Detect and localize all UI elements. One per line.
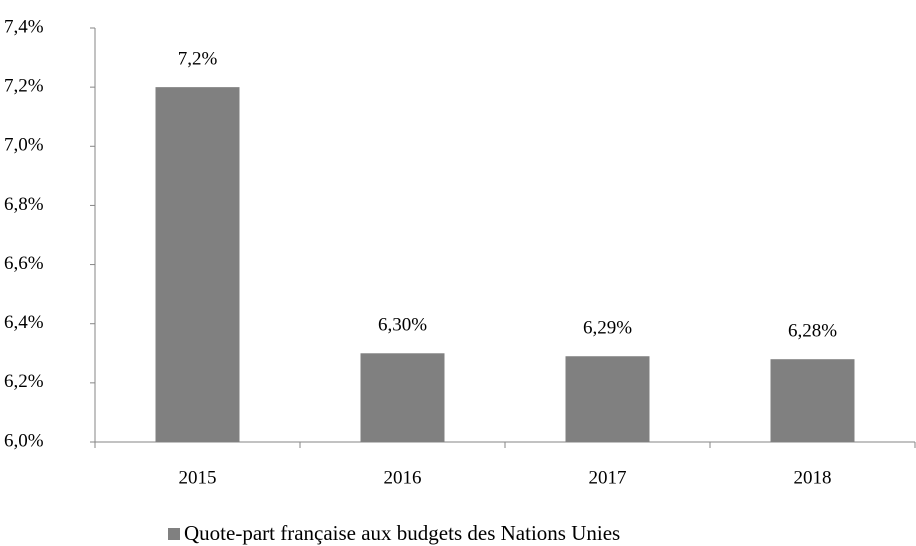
x-tick-label: 2015 xyxy=(179,467,217,488)
legend-swatch xyxy=(168,528,180,540)
data-label: 6,30% xyxy=(378,315,427,336)
data-label: 6,28% xyxy=(788,321,837,342)
y-tick-label: 7,2% xyxy=(4,76,44,97)
bar xyxy=(770,359,855,442)
y-tick-label: 6,8% xyxy=(4,194,44,215)
data-label: 7,2% xyxy=(178,49,218,70)
x-tick-label: 2017 xyxy=(589,467,627,488)
bar xyxy=(360,353,445,442)
y-tick-label: 6,6% xyxy=(4,253,44,274)
y-tick-label: 7,0% xyxy=(4,135,44,156)
y-tick-label: 6,4% xyxy=(4,312,44,333)
x-tick-label: 2018 xyxy=(794,467,832,488)
data-label: 6,29% xyxy=(583,318,632,339)
bar xyxy=(155,87,240,443)
legend-label: Quote-part française aux budgets des Nat… xyxy=(184,521,620,545)
y-tick-label: 6,2% xyxy=(4,371,44,392)
bar xyxy=(565,356,650,442)
y-tick-label: 7,4% xyxy=(4,16,44,37)
x-tick-label: 2016 xyxy=(384,467,422,488)
y-tick-label: 6,0% xyxy=(4,430,44,451)
